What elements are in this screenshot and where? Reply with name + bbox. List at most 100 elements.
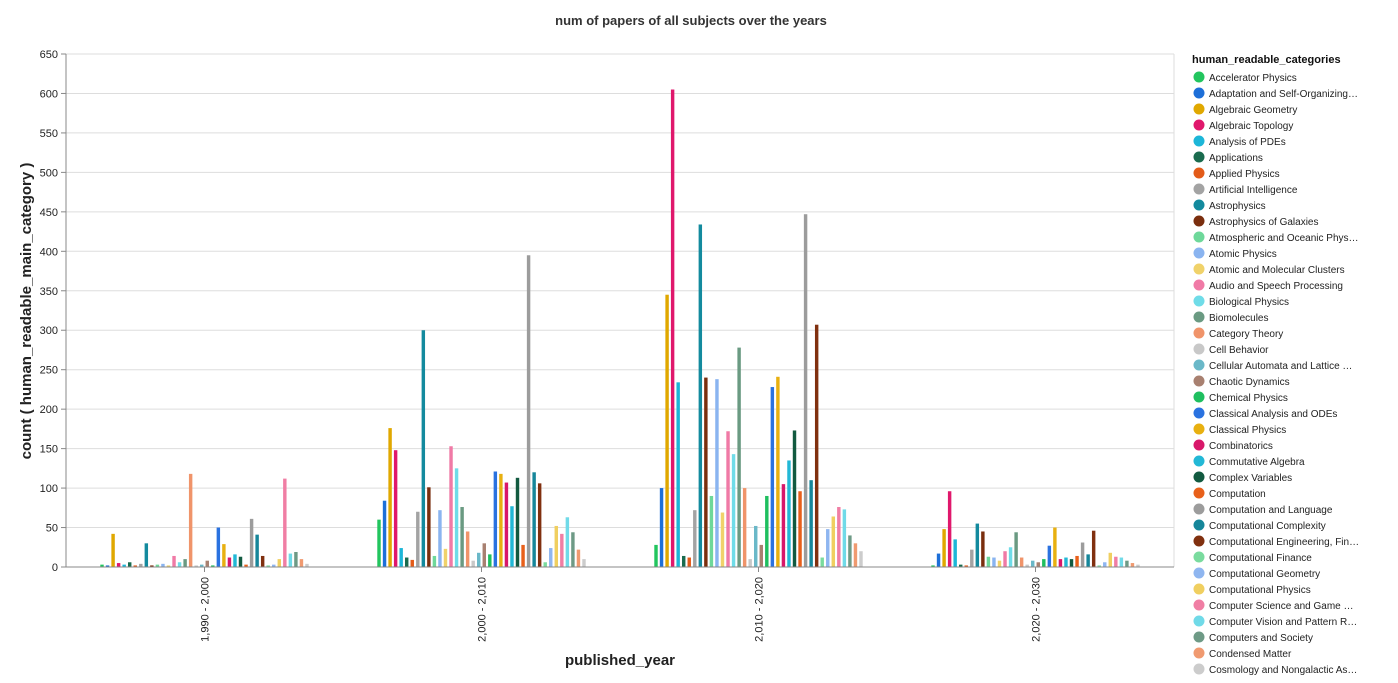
bar [831, 516, 836, 567]
bar [549, 548, 553, 567]
x-tick-label: 2,010 - 2,020 [754, 577, 766, 642]
legend-swatch [1193, 311, 1205, 323]
bar [754, 525, 758, 567]
bar [493, 471, 498, 567]
legend-label: Atomic Physics [1209, 249, 1277, 260]
legend-item: Atmospheric and Oceanic Phys… [1193, 231, 1359, 244]
legend-label: Analysis of PDEs [1209, 137, 1286, 148]
bar [931, 565, 935, 567]
legend-label: Cellular Automata and Lattice … [1209, 361, 1352, 372]
legend-label: Computational Finance [1209, 553, 1312, 564]
bar [133, 565, 137, 567]
bar [255, 534, 259, 567]
legend-item: Applied Physics [1193, 167, 1280, 180]
bar [454, 468, 459, 567]
legend-item: Computational Physics [1193, 583, 1311, 596]
bar [404, 557, 409, 567]
bar [227, 557, 232, 567]
legend-item: Computer Science and Game … [1193, 599, 1354, 612]
y-tick-label: 450 [40, 207, 58, 219]
bar [183, 559, 187, 567]
legend-item: Computers and Society [1193, 631, 1313, 644]
bar [499, 473, 503, 567]
legend-label: Computer Science and Game … [1209, 601, 1354, 612]
legend-item: Computational Geometry [1193, 567, 1320, 580]
bar [681, 555, 686, 567]
bar [127, 562, 132, 567]
legend-item: Algebraic Topology [1193, 119, 1293, 132]
bar [288, 553, 293, 567]
bar [1130, 563, 1135, 567]
bar [936, 553, 941, 567]
legend-item: Computational Finance [1193, 551, 1312, 564]
bar [543, 562, 547, 567]
y-tick-label: 650 [40, 49, 58, 61]
bar [427, 487, 431, 567]
bar [958, 564, 963, 567]
legend-item: Complex Variables [1193, 471, 1292, 484]
legend-swatch [1193, 103, 1205, 115]
legend-label: Category Theory [1209, 329, 1283, 340]
bar [576, 549, 581, 567]
bars [100, 89, 1140, 567]
legend-label: Algebraic Geometry [1209, 105, 1297, 116]
legend-item: Classical Physics [1193, 423, 1286, 436]
legend-swatch [1193, 279, 1205, 291]
legend-item: Computation [1193, 487, 1266, 500]
bar [194, 565, 198, 567]
bar [1064, 557, 1068, 567]
bar [560, 533, 564, 567]
legend-item: Accelerator Physics [1193, 71, 1297, 84]
legend-item: Computational Engineering, Fin… [1193, 535, 1359, 548]
bar [166, 565, 171, 567]
bar [693, 510, 697, 567]
y-tick-label: 600 [40, 88, 58, 100]
bar [970, 549, 974, 567]
legend-swatch [1193, 663, 1205, 675]
bar [742, 488, 747, 567]
legend-swatch [1193, 343, 1205, 355]
bar [460, 507, 464, 567]
bar [388, 428, 392, 567]
bar [565, 517, 570, 567]
bar [532, 472, 536, 567]
bar [249, 518, 254, 567]
bar [222, 544, 226, 567]
legend-swatch [1193, 183, 1205, 195]
legend-swatch [1193, 439, 1205, 451]
bar [720, 512, 725, 567]
bar [150, 565, 154, 567]
legend-item: Commutative Algebra [1193, 455, 1305, 468]
legend-swatch [1193, 263, 1205, 275]
bar [981, 531, 985, 567]
bar [676, 382, 680, 567]
bar [526, 255, 531, 567]
bar [1103, 562, 1107, 567]
bar [449, 446, 453, 567]
bar [1058, 559, 1063, 567]
legend: human_readable_categories Accelerator Ph… [1192, 54, 1359, 676]
legend-swatch [1193, 551, 1205, 563]
bar [177, 562, 182, 567]
legend-swatch [1193, 631, 1205, 643]
bar [1019, 557, 1024, 567]
bar [748, 559, 752, 567]
bar [211, 565, 215, 567]
bar [188, 473, 193, 567]
legend-item: Cosmology and Nongalactic As… [1193, 663, 1357, 676]
bar [1042, 559, 1046, 567]
bar [837, 507, 841, 567]
bar [665, 294, 669, 567]
x-tick-label: 1,990 - 2,000 [200, 577, 212, 642]
bar [100, 564, 104, 567]
bar [161, 563, 165, 567]
bar [654, 544, 658, 567]
legend-label: Astrophysics [1209, 201, 1266, 212]
bar [233, 554, 237, 567]
y-tick-label: 150 [40, 444, 58, 456]
y-tick-label: 400 [40, 246, 58, 258]
legend-swatch [1193, 247, 1205, 259]
bar [537, 483, 542, 567]
bar [205, 560, 209, 567]
bar [382, 500, 387, 567]
